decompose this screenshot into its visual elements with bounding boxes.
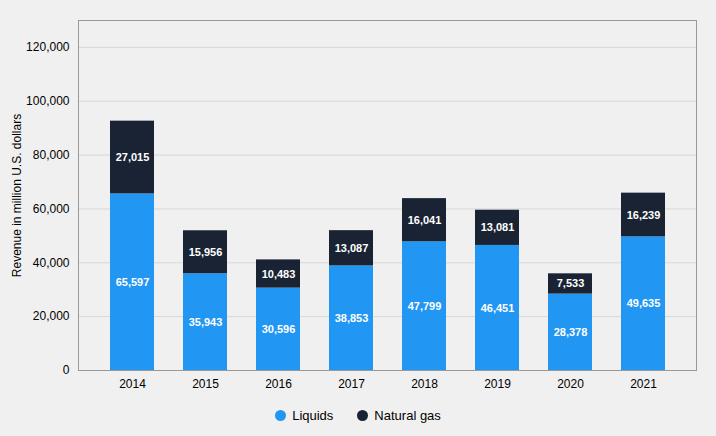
svg-text:47,799: 47,799 — [408, 300, 442, 312]
svg-text:2019: 2019 — [484, 377, 511, 391]
svg-text:60,000: 60,000 — [33, 202, 70, 216]
svg-text:2016: 2016 — [265, 377, 292, 391]
svg-text:65,597: 65,597 — [116, 276, 150, 288]
svg-text:16,041: 16,041 — [408, 214, 442, 226]
svg-text:2020: 2020 — [557, 377, 584, 391]
svg-text:2017: 2017 — [338, 377, 365, 391]
svg-text:49,635: 49,635 — [627, 297, 661, 309]
svg-text:Revenue in million U.S. dollar: Revenue in million U.S. dollars — [10, 114, 24, 277]
svg-text:2018: 2018 — [411, 377, 438, 391]
svg-text:7,533: 7,533 — [557, 277, 585, 289]
svg-text:38,853: 38,853 — [335, 312, 369, 324]
svg-text:2015: 2015 — [192, 377, 219, 391]
svg-text:40,000: 40,000 — [33, 256, 70, 270]
svg-text:46,451: 46,451 — [481, 301, 515, 313]
svg-text:0: 0 — [63, 363, 70, 377]
svg-text:2014: 2014 — [119, 377, 146, 391]
svg-text:28,378: 28,378 — [554, 326, 588, 338]
svg-text:80,000: 80,000 — [33, 148, 70, 162]
svg-text:16,239: 16,239 — [627, 209, 661, 221]
svg-text:100,000: 100,000 — [26, 94, 70, 108]
svg-text:13,087: 13,087 — [335, 242, 369, 254]
svg-text:120,000: 120,000 — [26, 40, 70, 54]
svg-text:20,000: 20,000 — [33, 309, 70, 323]
svg-text:10,483: 10,483 — [262, 268, 296, 280]
svg-text:35,943: 35,943 — [189, 316, 223, 328]
html-text:Natural gas: Natural gas — [374, 407, 441, 423]
svg-text:30,596: 30,596 — [262, 323, 296, 335]
svg-text:27,015: 27,015 — [116, 151, 150, 163]
svg-text:13,081: 13,081 — [481, 221, 515, 233]
svg-text:15,956: 15,956 — [189, 246, 223, 258]
svg-text:2021: 2021 — [630, 377, 657, 391]
html-text:Liquids: Liquids — [292, 407, 334, 423]
